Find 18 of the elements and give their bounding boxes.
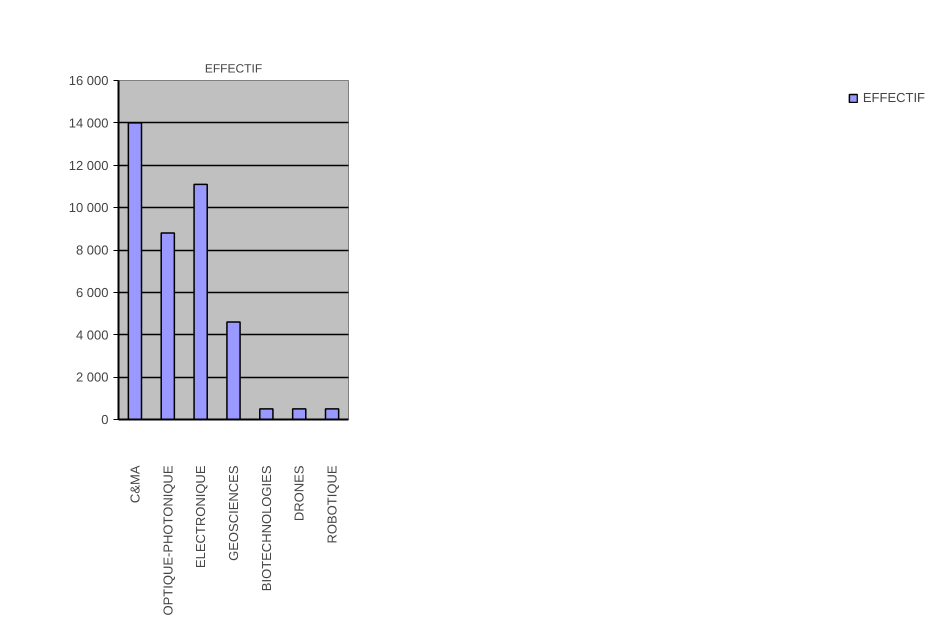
- x-tick-label: OPTIQUE-PHOTONIQUE: [160, 465, 176, 616]
- y-tick-label: 14 000: [68, 115, 109, 130]
- y-tick-label: 4 000: [76, 327, 109, 342]
- y-tick-label: 10 000: [68, 200, 109, 216]
- y-tick-label: 16 000: [68, 73, 109, 88]
- legend-label: EFFECTIF: [862, 90, 925, 105]
- x-tick-label: DRONES: [292, 465, 307, 522]
- y-tick-label: 12 000: [68, 158, 109, 173]
- y-tick-label: 0: [101, 412, 109, 427]
- x-tick-label: BIOTECHNOLOGIES: [258, 465, 274, 592]
- chart-title: EFFECTIF: [204, 62, 262, 76]
- y-tick-label: 2 000: [76, 370, 109, 385]
- x-tick-label: GEOSCIENCES: [226, 465, 241, 561]
- y-tick-label: 6 000: [76, 284, 109, 300]
- x-tick-label: C&MA: [127, 465, 142, 504]
- x-tick-label: ELECTRONIQUE: [193, 465, 208, 568]
- x-tick-label: ROBOTIQUE: [324, 465, 340, 544]
- y-tick-label: 8 000: [76, 242, 109, 258]
